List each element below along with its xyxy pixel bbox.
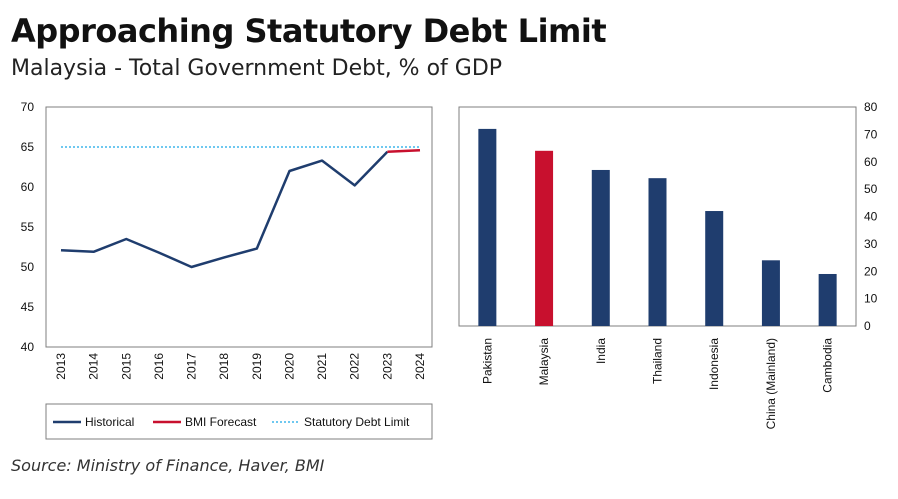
bar-china-mainland- [761,260,780,326]
y-tick-label: 60 [21,180,35,194]
x-tick-label: 2019 [250,353,264,380]
x-tick-label: Thailand [651,338,665,384]
page-title: Approaching Statutory Debt Limit [11,12,607,50]
x-tick-label: 2016 [152,353,166,380]
line-chart: 40 45 50 55 60 65 70 2013 2014 2015 2016 2017 2018 20… [21,100,433,380]
legend-label: Historical [85,415,134,429]
x-tick-label: 2018 [217,353,231,380]
y-tick-label: 60 [864,155,878,169]
legend-label: Statutory Debt Limit [304,415,410,429]
x-tick-label: China (Mainland) [764,338,778,429]
y-tick-label: 55 [21,220,35,234]
x-tick-label: 2023 [380,353,394,380]
y-tick-label: 80 [864,100,878,114]
x-tick-label: 2024 [413,353,427,380]
series-line-historical [60,150,389,269]
y-tick-label: 40 [21,340,35,354]
x-tick-label: 2014 [87,353,101,380]
bar-cambodia [818,273,837,326]
x-tick-label: Cambodia [821,338,835,393]
x-tick-label: 2017 [185,353,199,380]
x-tick-label: Indonesia [707,338,721,390]
legend-frame [45,403,433,440]
legend-label: BMI Forecast [185,415,257,429]
y-tick-label: 30 [864,237,878,251]
x-tick-label: India [594,338,608,364]
y-tick-label: 10 [864,292,878,306]
bar-india [591,169,610,326]
y-tick-label: 50 [864,182,878,196]
bar-thailand [648,178,667,326]
page-subtitle: Malaysia - Total Government Debt, % of G… [11,56,503,81]
bar-chart: 0 10 20 30 40 50 60 70 80 Pakistan Malaysia India Th… [458,100,878,429]
bar-malaysia [535,150,554,326]
y-tick-label: 70 [864,127,878,141]
line-chart-legend: Historical BMI Forecast Statutory Debt Lim… [45,403,433,440]
x-tick-label: 2020 [282,353,296,380]
bar-pakistan [478,128,497,326]
y-tick-label: 0 [864,319,871,333]
y-tick-label: 65 [21,140,35,154]
y-tick-label: 70 [21,100,35,114]
x-tick-label: 2022 [348,353,362,380]
x-tick-label: 2015 [119,353,133,380]
y-tick-label: 20 [864,264,878,278]
x-tick-label: 2013 [54,353,68,380]
series-line-bmi-forecast [387,148,421,154]
x-tick-label: Pakistan [480,338,494,384]
y-tick-label: 40 [864,210,878,224]
source-note: Source: Ministry of Finance, Haver, BMI [11,456,325,475]
bar-indonesia [705,211,724,326]
x-tick-label: 2021 [315,353,329,380]
y-tick-label: 45 [21,300,35,314]
y-tick-label: 50 [21,260,35,274]
line-chart-plot-frame [45,106,433,348]
x-tick-label: Malaysia [537,338,551,386]
